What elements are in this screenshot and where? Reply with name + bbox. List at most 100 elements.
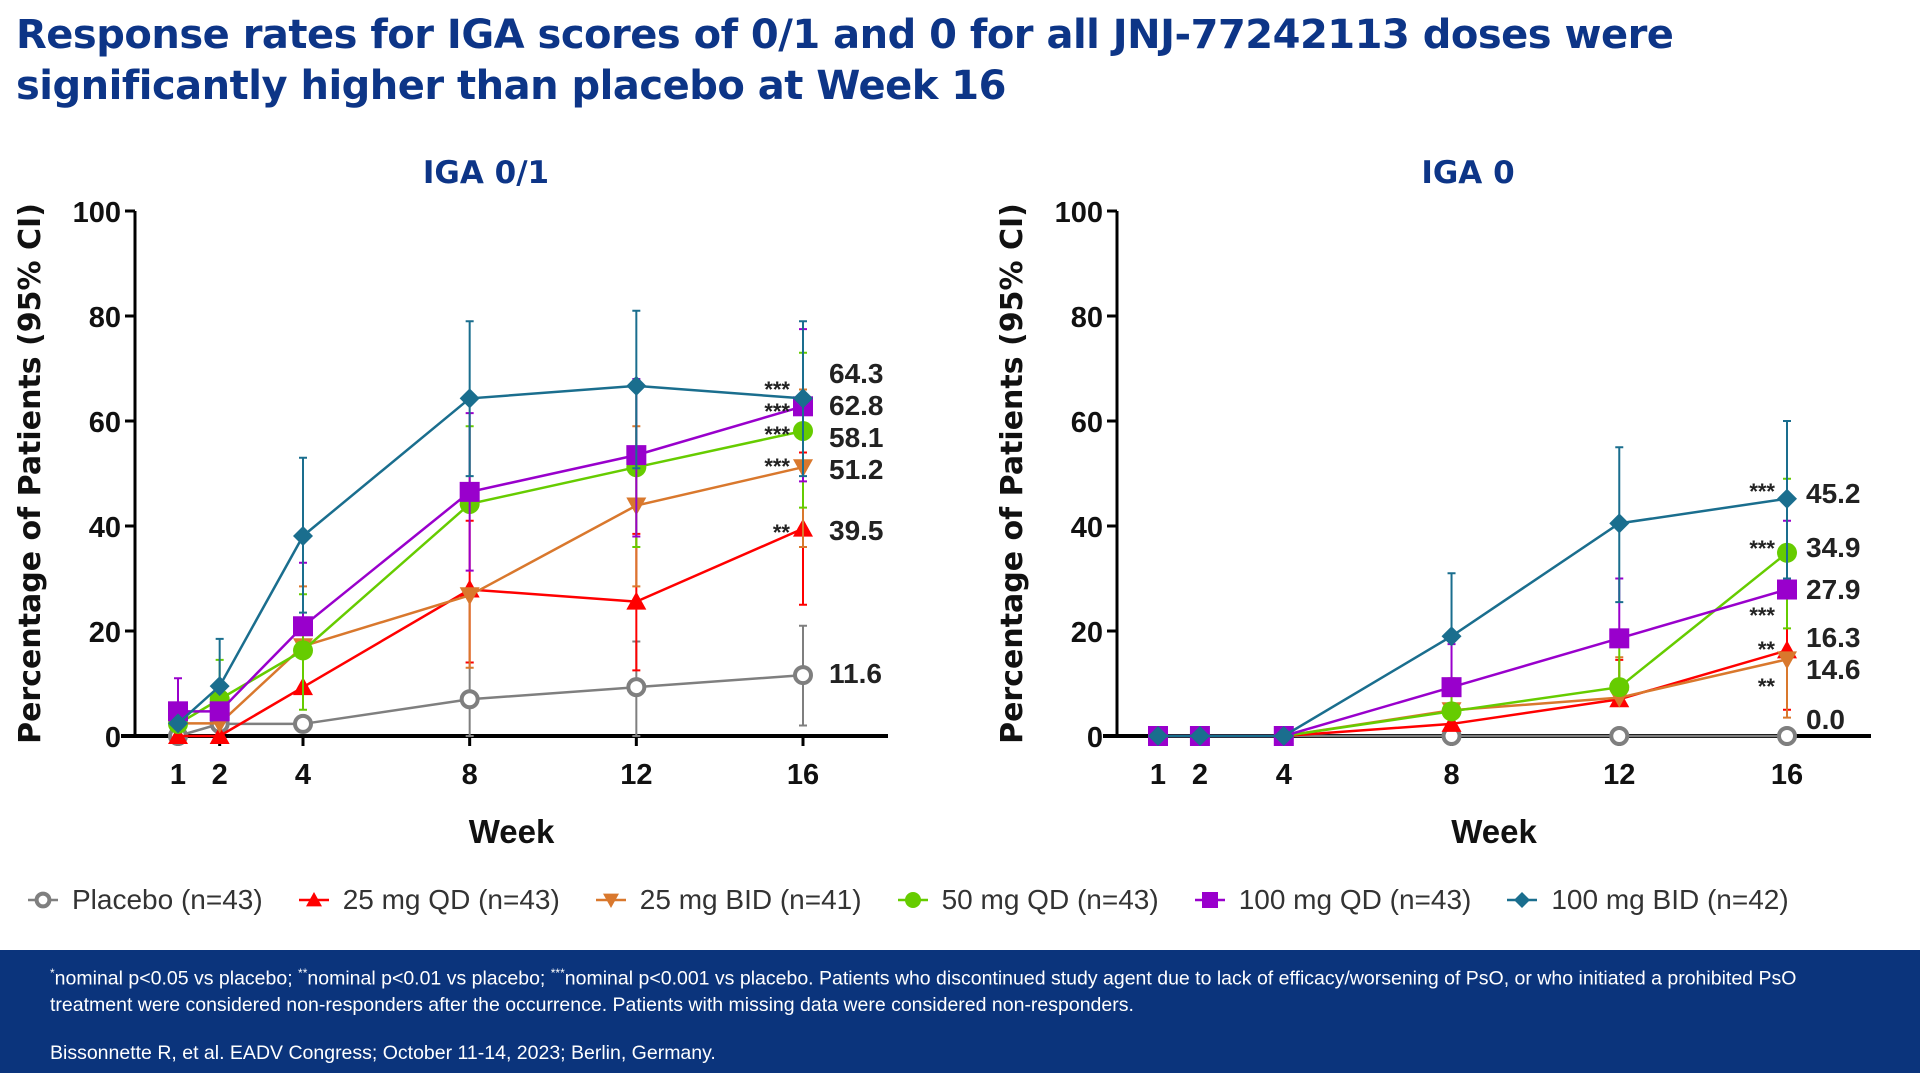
data-point: [1441, 713, 1462, 732]
footnote-text: nominal p<0.01 vs placebo;: [307, 967, 551, 990]
data-point: [459, 689, 480, 710]
data-point: [1189, 726, 1210, 746]
significance-stars: ***: [1749, 536, 1775, 561]
y-tick-label: 20: [1071, 617, 1103, 649]
y-tick-label: 80: [89, 302, 121, 334]
footnote-sup: ***: [550, 966, 565, 980]
series-line: [178, 527, 804, 738]
data-point: [293, 525, 313, 546]
y-tick-label: 0: [1087, 722, 1103, 754]
data-point: [209, 701, 230, 722]
legend-item-50mg-qd: 50 mg QD (n=43): [896, 884, 1159, 916]
data-point: [1777, 488, 1797, 509]
significance-stars: ***: [764, 399, 790, 424]
data-point: [626, 591, 647, 610]
value-label: 45.2: [1806, 478, 1861, 509]
y-axis-label: Percentage of Patients (95% CI): [995, 203, 1030, 744]
significance-stars: **: [1758, 674, 1776, 699]
significance-stars: **: [1758, 637, 1776, 662]
series-line: [1158, 658, 1788, 738]
x-tick-label: 12: [620, 759, 652, 791]
triangle-down-marker-icon: [595, 893, 626, 908]
x-tick-label: 4: [295, 759, 311, 791]
footnote-text: nominal p<0.05 vs placebo;: [54, 967, 299, 990]
value-label: 16.3: [1806, 622, 1861, 653]
data-point: [293, 616, 313, 637]
chart-title: IGA 0/1: [423, 155, 549, 191]
value-label: 34.9: [1806, 532, 1861, 563]
value-label: 27.9: [1806, 574, 1861, 605]
series-triangle-down: [1148, 651, 1797, 746]
series-line: [1158, 649, 1788, 738]
y-tick-label: 60: [89, 407, 121, 439]
data-point: [1609, 513, 1630, 534]
significance-stars: ***: [764, 454, 790, 479]
chart-iga-0-1: IGA 0/1 0 20 40 60 80 100 1 2 4 8 12 16 Week Percentag…: [13, 155, 888, 850]
data-point: [293, 640, 313, 661]
citation: Bissonnette R, et al. EADV Congress; Oct…: [50, 1042, 716, 1064]
data-point: [1777, 651, 1797, 670]
diamond-marker-icon: [1507, 892, 1538, 908]
chart-title: IGA 0: [1421, 155, 1514, 191]
data-point: [168, 701, 188, 722]
data-point: [626, 375, 647, 396]
series-circle: [168, 351, 813, 734]
y-tick-label: 80: [1071, 302, 1103, 334]
y-tick-label: 60: [1071, 407, 1103, 439]
y-tick-label: 0: [105, 722, 121, 754]
significance-stars: ***: [1749, 603, 1775, 628]
footnote: *nominal p<0.05 vs placebo; **nominal p<…: [50, 960, 1830, 1018]
value-label: 0.0: [1806, 704, 1845, 735]
legend-label: 50 mg QD (n=43): [941, 884, 1159, 915]
y-tick-label: 100: [73, 197, 121, 229]
data-point: [459, 481, 480, 502]
data-point: [1148, 726, 1168, 746]
diamond-marker: [1514, 892, 1531, 908]
legend-item-25mg-qd: 25 mg QD (n=43): [297, 884, 560, 916]
data-point: [793, 665, 813, 686]
series-circle: [1148, 477, 1797, 746]
open-circle-marker-icon: [28, 891, 58, 909]
series-diamond: [1148, 420, 1797, 746]
legend-label: Placebo (n=43): [72, 884, 263, 915]
data-point: [168, 726, 188, 744]
value-label: 64.3: [829, 358, 884, 389]
triangle-up-marker-icon: [298, 892, 329, 907]
significance-stars: ***: [764, 422, 790, 447]
value-label: 11.6: [829, 658, 882, 689]
x-tick-label: 12: [1603, 759, 1635, 791]
data-point: [1441, 626, 1462, 647]
legend-item-25mg-bid: 25 mg BID (n=41): [594, 884, 862, 916]
series-triangle-up: [1148, 593, 1797, 744]
data-point: [626, 677, 647, 698]
data-point: [293, 713, 313, 734]
data-point: [1441, 701, 1462, 722]
legend-label: 25 mg BID (n=41): [639, 884, 862, 915]
legend-label: 100 mg BID (n=42): [1551, 884, 1789, 915]
significance-stars: ***: [764, 377, 790, 402]
data-point: [1777, 726, 1797, 746]
series-square: [168, 328, 813, 722]
series-square: [1148, 519, 1797, 746]
y-tick-label: 40: [1071, 512, 1103, 544]
data-point: [1609, 677, 1630, 698]
x-tick-label: 4: [1276, 759, 1292, 791]
legend-label: 100 mg QD (n=43): [1238, 884, 1472, 915]
open-circle-marker: [34, 891, 52, 909]
data-point: [1609, 628, 1630, 649]
x-tick-label: 2: [1192, 759, 1208, 791]
x-tick-label: 16: [1771, 759, 1803, 791]
triangle-up-marker: [305, 892, 322, 907]
data-point: [459, 587, 480, 606]
slide-title: Response rates for IGA scores of 0/1 and…: [16, 12, 1674, 109]
x-tick-label: 2: [212, 759, 228, 791]
series-line: [1158, 551, 1788, 738]
significance-stars: **: [773, 520, 791, 545]
square-marker-icon: [1194, 892, 1225, 908]
significance-stars: ***: [1749, 479, 1775, 504]
data-point: [1777, 579, 1797, 600]
y-axis-label: Percentage of Patients (95% CI): [13, 203, 48, 744]
data-point: [459, 388, 480, 409]
data-point: [1273, 726, 1294, 746]
